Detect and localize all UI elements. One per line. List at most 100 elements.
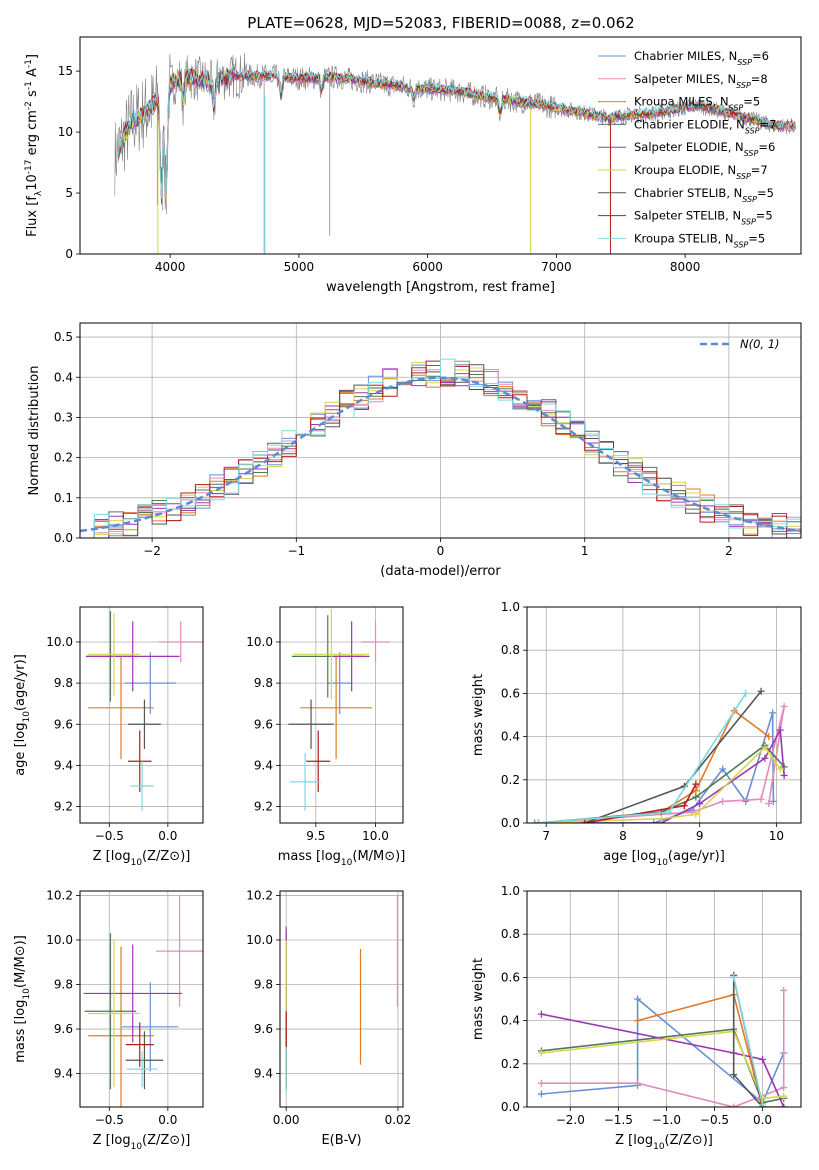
x-tick-label: 0 xyxy=(437,544,445,558)
errorbar-chabrier-miles xyxy=(122,982,179,1072)
axes-frame xyxy=(526,890,802,1108)
weight-vs-age-xlabel: age [log10(age/yr)] xyxy=(603,849,725,868)
data-point xyxy=(761,743,769,751)
data-point xyxy=(757,687,765,695)
data-point xyxy=(759,1101,767,1107)
data-point xyxy=(742,689,750,697)
data-point xyxy=(719,797,727,805)
x-tick-label: −1.5 xyxy=(604,1113,633,1127)
model-salpeter-stelib xyxy=(118,68,796,197)
data-point xyxy=(634,1079,642,1087)
data-point xyxy=(634,995,642,1003)
data-point xyxy=(692,793,700,801)
data-point xyxy=(780,1103,788,1107)
y-tick-label: 9.4 xyxy=(54,1067,73,1081)
errorbar-salpeter-elodie xyxy=(85,621,180,692)
legend-label: Salpeter ELODIE, NSSP=6 xyxy=(634,140,775,158)
y-tick-label: 15 xyxy=(58,64,73,78)
x-tick-label: −0.5 xyxy=(95,829,124,843)
axes-frame xyxy=(79,606,204,824)
axes-frame xyxy=(279,606,404,824)
x-tick-label: 10.0 xyxy=(362,829,389,843)
y-tick-label: 0.3 xyxy=(54,410,73,424)
mass-vs-ebv-grid xyxy=(280,891,403,1107)
residuals-xlabel: (data-model)/error xyxy=(380,564,501,579)
y-tick-label: 9.6 xyxy=(54,1022,73,1036)
spectrum-xlabel: wavelength [Angstrom, rest frame] xyxy=(326,280,555,295)
axes-frame xyxy=(79,890,204,1108)
data-point xyxy=(769,797,777,805)
y-tick-label: 0.2 xyxy=(501,773,520,787)
errorbar-chabrier-stelib xyxy=(125,1031,164,1090)
y-tick-label: 0.5 xyxy=(54,330,73,344)
x-tick-label: 7 xyxy=(542,829,550,843)
x-tick-label: 6000 xyxy=(412,260,443,274)
data-point xyxy=(769,709,777,717)
y-tick-label: 0.4 xyxy=(501,730,520,744)
errorbar-kroupa-miles xyxy=(88,656,154,760)
y-tick-label: 10.0 xyxy=(246,933,273,947)
x-tick-label: 8 xyxy=(619,829,627,843)
series-salpeter-miles xyxy=(541,990,785,1107)
errorbar-kroupa-elodie xyxy=(293,609,370,700)
errorbar-kroupa-elodie xyxy=(88,939,140,1087)
x-tick-label: 4000 xyxy=(155,260,186,274)
x-tick-label: −0.5 xyxy=(95,1113,124,1127)
errorbar-chabrier-stelib xyxy=(288,699,334,749)
legend-label: Kroupa MILES, NSSP=5 xyxy=(634,95,760,113)
age-vs-mass-axes: 9.5 10.0 9.2 9.4 9.6 9.8 10.0 mass [log10(M/M⊙)… xyxy=(246,606,406,868)
model-kroupa-stelib xyxy=(118,64,796,199)
y-tick-label: 0.8 xyxy=(501,927,520,941)
y-tick-label: 10.2 xyxy=(246,888,273,902)
data-point xyxy=(657,815,665,823)
data-point xyxy=(665,808,673,816)
y-tick-label: 0 xyxy=(65,247,73,261)
data-point xyxy=(761,754,769,762)
y-tick-label: 9.4 xyxy=(254,758,273,772)
errorbar-chabrier-stelib xyxy=(128,699,161,749)
y-tick-label: 0.8 xyxy=(501,643,520,657)
y-tick-label: 0.0 xyxy=(501,1100,520,1114)
spectrum-ylabel: Flux [fλ10-17 erg cm-2 s-1 A-1] xyxy=(24,54,44,237)
legend-label: Chabrier STELIB, NSSP=5 xyxy=(634,186,774,204)
legend-label: Chabrier MILES, NSSP=6 xyxy=(634,49,769,67)
y-tick-label: 10.2 xyxy=(46,888,73,902)
data-point xyxy=(650,819,658,823)
data-point xyxy=(780,1084,788,1092)
errorbar-salpeter-miles xyxy=(361,621,390,663)
series-kroupa-miles xyxy=(538,709,770,823)
mass-vs-Z-xlabel: Z [log10(Z/Z⊙)] xyxy=(93,1133,191,1152)
data-point xyxy=(537,1079,545,1087)
axes-frame xyxy=(526,606,802,824)
mass-vs-Z-grid xyxy=(80,891,203,1107)
x-tick-label: 0.0 xyxy=(158,1113,177,1127)
y-tick-label: 0.6 xyxy=(501,686,520,700)
x-tick-label: 0.0 xyxy=(158,829,177,843)
data-point xyxy=(780,986,788,994)
series-salpeter-elodie xyxy=(538,727,785,823)
y-tick-label: 9.8 xyxy=(54,676,73,690)
y-tick-label: 0.2 xyxy=(501,1057,520,1071)
x-tick-label: −0.5 xyxy=(700,1113,729,1127)
figure-title: PLATE=0628, MJD=52083, FIBERID=0088, z=0… xyxy=(247,14,634,32)
legend-label: N(0, 1) xyxy=(740,337,780,351)
x-tick-label: 10 xyxy=(769,829,784,843)
legend-label: Salpeter STELIB, NSSP=5 xyxy=(634,209,773,227)
age-vs-mass-xlabel: mass [log10(M/M⊙)] xyxy=(278,849,406,868)
age-vs-Z-axes: −0.5 0.0 9.2 9.4 9.6 9.8 10.0 Z [log10(Z/Z⊙)] ag… xyxy=(13,606,204,868)
errorbar-salpeter-stelib xyxy=(125,1022,154,1067)
normal-curve xyxy=(80,376,801,533)
data-point xyxy=(692,780,700,788)
weight-vs-Z-xlabel: Z [log10(Z/Z⊙)] xyxy=(615,1133,713,1152)
x-tick-label: 2 xyxy=(725,544,733,558)
y-tick-label: 10.0 xyxy=(46,933,73,947)
y-tick-label: 0.0 xyxy=(501,816,520,830)
mass-vs-ebv-axes: 0.00 0.02 9.4 9.6 9.8 10.0 10.2 E(B-V) xyxy=(246,888,411,1148)
series-kroupa-miles xyxy=(637,993,784,1107)
data-point xyxy=(776,726,784,734)
legend-label: Salpeter MILES, NSSP=8 xyxy=(634,72,768,90)
y-tick-label: 0.6 xyxy=(501,970,520,984)
data-point xyxy=(696,800,704,808)
data-point xyxy=(680,802,688,810)
